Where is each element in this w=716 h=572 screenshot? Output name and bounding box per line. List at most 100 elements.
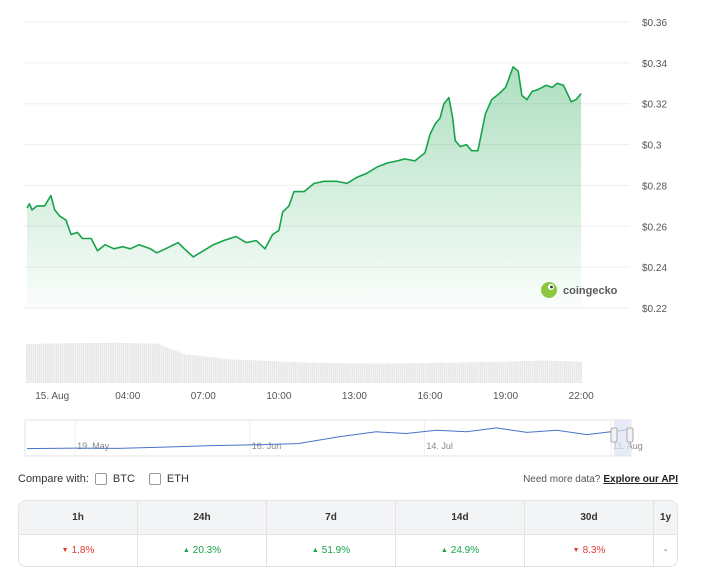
volume-bar — [387, 363, 389, 383]
volume-bar — [349, 363, 351, 383]
volume-bar — [269, 361, 272, 383]
volume-bar — [126, 343, 129, 383]
volume-bar — [185, 354, 188, 383]
volume-bar — [370, 363, 372, 383]
volume-bar — [527, 360, 530, 383]
volume-bar — [307, 362, 310, 383]
compare-btc-checkbox[interactable]: BTC — [94, 473, 135, 485]
volume-bar — [330, 362, 333, 383]
volume-bar — [559, 361, 561, 383]
volume-bar — [317, 362, 320, 383]
volume-bar — [380, 363, 383, 383]
navigator-selection[interactable] — [614, 420, 630, 456]
volume-bar — [462, 362, 465, 383]
volume-bar — [422, 363, 425, 383]
volume-bar — [210, 357, 213, 383]
explore-api-link[interactable]: Explore our API — [603, 473, 678, 485]
volume-bar — [51, 343, 53, 383]
caret-up-icon: ▲ — [182, 547, 190, 554]
volume-bar — [498, 361, 501, 383]
caret-down-icon: ▼ — [572, 547, 580, 554]
volume-bar — [382, 363, 385, 383]
price-line — [26, 66, 582, 258]
volume-bar — [311, 362, 314, 383]
volume-bar — [389, 363, 391, 383]
volume-bar — [550, 360, 553, 383]
volume-bar — [265, 360, 268, 383]
navigator-handle-left[interactable] — [610, 427, 618, 443]
volume-bar — [376, 363, 379, 383]
volume-bar — [66, 343, 68, 383]
volume-bar — [80, 343, 83, 383]
volume-bar — [143, 343, 146, 383]
volume-bar — [227, 359, 230, 383]
volume-bar — [82, 343, 85, 383]
volume-bar — [196, 355, 198, 383]
volume-bar — [124, 343, 127, 383]
volume-bar — [175, 350, 177, 383]
volume-bar — [122, 343, 125, 383]
performance-header-row: 1h 24h 7d 14d 30d 1y — [19, 501, 677, 534]
y-tick-label: $0.22 — [642, 304, 667, 315]
price-chart[interactable]: $0.36$0.34$0.32$0.3$0.28$0.26$0.24$0.22 … — [0, 0, 716, 465]
volume-bar — [137, 343, 139, 383]
volume-bar — [198, 355, 200, 383]
volume-bar — [154, 343, 156, 383]
x-tick-label: 19:00 — [493, 391, 518, 402]
volume-bar — [49, 343, 51, 383]
volume-bar — [571, 361, 574, 383]
header-1h: 1h — [19, 501, 138, 534]
checkbox-box[interactable] — [94, 473, 107, 485]
volume-bar — [450, 362, 452, 383]
performance-table: 1h 24h 7d 14d 30d 1y ▼ 1.8% ▲ 20.3% ▲ 51.9% ▲ 2… — [18, 500, 678, 567]
volume-bar — [412, 363, 414, 383]
volume-bar — [385, 363, 387, 383]
volume-bar — [252, 360, 255, 383]
volume-bar — [364, 363, 366, 383]
volume-bar — [416, 363, 419, 383]
volume-bar — [74, 343, 77, 383]
change-1h: ▼ 1.8% — [19, 535, 138, 566]
volume-bar — [181, 353, 184, 383]
volume-bar — [250, 360, 253, 383]
volume-bar — [129, 343, 131, 383]
navigator-tick-label: 16. Jun — [252, 441, 282, 451]
volume-bar — [275, 361, 278, 383]
volume-bar — [357, 363, 360, 383]
volume-bar — [338, 363, 341, 383]
volume-bar — [233, 359, 236, 383]
volume-bar — [557, 360, 559, 383]
volume-bar — [273, 361, 276, 383]
y-tick-label: $0.26 — [642, 222, 667, 233]
volume-bar — [420, 363, 423, 383]
volume-bar — [332, 363, 335, 383]
volume-bar — [221, 358, 223, 383]
volume-bar — [158, 344, 160, 383]
y-tick-label: $0.32 — [642, 100, 667, 111]
volume-bar — [99, 342, 102, 383]
volume-bar — [238, 359, 240, 383]
navigator-handle-right[interactable] — [626, 427, 634, 443]
volume-bar — [397, 363, 400, 383]
volume-bar — [469, 362, 471, 383]
caret-up-icon: ▲ — [311, 547, 319, 554]
volume-bar — [334, 363, 337, 383]
volume-bar — [131, 343, 133, 383]
volume-bar — [569, 361, 572, 383]
volume-bar — [502, 361, 505, 383]
volume-bar — [179, 352, 181, 383]
compare-eth-checkbox[interactable]: ETH — [148, 473, 189, 485]
volume-bar — [225, 359, 228, 383]
checkbox-box[interactable] — [148, 473, 161, 485]
volume-bar — [164, 346, 167, 383]
volume-bar — [139, 343, 142, 383]
volume-bar — [244, 359, 247, 383]
volume-bar — [508, 361, 511, 383]
volume-bar — [160, 345, 163, 383]
volume-bar — [72, 343, 74, 383]
volume-bar — [485, 362, 488, 383]
volume-bar — [452, 362, 454, 383]
volume-bar — [271, 361, 274, 383]
volume-bar — [473, 362, 475, 383]
